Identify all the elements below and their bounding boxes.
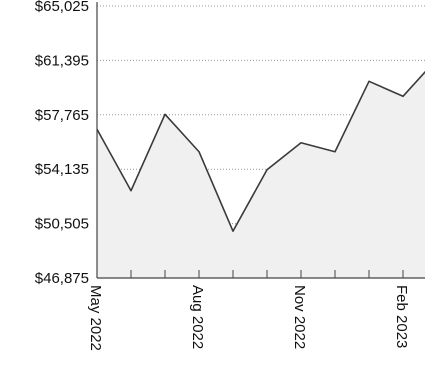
x-tick-label: Feb 2023 bbox=[393, 285, 410, 348]
y-tick-label: $50,505 bbox=[35, 216, 89, 233]
y-tick-label: $46,875 bbox=[35, 270, 89, 287]
y-tick-label: $57,765 bbox=[35, 107, 89, 124]
axes bbox=[96, 2, 425, 279]
series-area bbox=[97, 72, 425, 278]
y-tick-label: $61,395 bbox=[35, 52, 89, 69]
x-tick-label: May 2022 bbox=[87, 285, 104, 351]
x-axis-tick-labels: May 2022 Aug 2022 Nov 2022 Feb 2023 bbox=[87, 285, 410, 351]
y-axis-tick-labels: $65,025 $61,395 $57,765 $54,135 $50,505 $46,8… bbox=[35, 0, 89, 287]
y-tick-label: $54,135 bbox=[35, 161, 89, 178]
y-tick-label: $65,025 bbox=[35, 0, 89, 15]
x-tick-label: Aug 2022 bbox=[189, 285, 206, 349]
x-tick-label: Nov 2022 bbox=[291, 285, 308, 349]
series-line bbox=[96, 70, 425, 232]
